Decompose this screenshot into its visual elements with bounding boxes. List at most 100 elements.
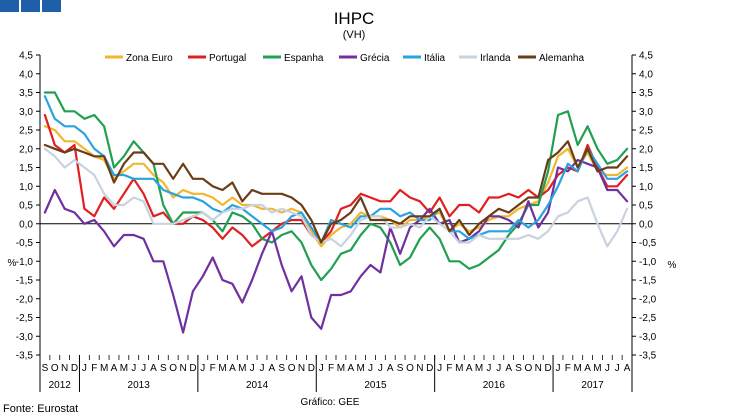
x-tick-label: J (368, 363, 373, 374)
y-tick-label-left: 3,5 (19, 88, 33, 99)
chart-series (43, 91, 629, 334)
x-tick-label: A (505, 363, 512, 374)
year-label: 2013 (128, 380, 151, 391)
x-tick-label: J (615, 363, 620, 374)
legend-label: Zona Euro (126, 53, 173, 64)
year-label: 2012 (49, 380, 72, 391)
y-tick-label-left: -0,5 (16, 238, 34, 249)
y-tick-label-right: 1,0 (639, 182, 653, 193)
x-tick-label: M (218, 363, 226, 374)
y-tick-label-right: -2,5 (639, 313, 657, 324)
legend-label: Itália (424, 53, 446, 64)
x-tick-label: N (416, 363, 423, 374)
x-tick-label: O (169, 363, 177, 374)
y-tick-label-left: 1,5 (19, 163, 33, 174)
chart-axes: -3,5 -3,5 -3,0 -3,0 -2,5 -2,5 -2,0 -2,0 -1,5 -1,5… (16, 51, 657, 392)
decoration-block (42, 0, 61, 12)
chart-title: IHPC (334, 9, 375, 28)
series-line-espanha (43, 91, 629, 282)
x-tick-label: J (141, 363, 146, 374)
y-tick-label-right: 3,0 (639, 107, 653, 118)
x-tick-label: J (556, 363, 561, 374)
y-tick-label-right: -3,0 (639, 332, 657, 343)
x-tick-label: M (593, 363, 601, 374)
x-tick-label: A (111, 363, 118, 374)
x-tick-label: F (565, 363, 571, 374)
x-tick-label: S (278, 363, 285, 374)
legend-label: Portugal (209, 53, 246, 64)
y-tick-label-left: 0,0 (19, 219, 33, 230)
y-tick-label-right: 1,5 (639, 163, 653, 174)
x-tick-label: J (378, 363, 383, 374)
x-tick-label: J (605, 363, 610, 374)
x-tick-label: D (189, 363, 196, 374)
x-tick-label: O (525, 363, 533, 374)
x-tick-label: F (446, 363, 452, 374)
x-tick-label: A (387, 363, 394, 374)
y-tick-label-left: -3,5 (16, 351, 34, 362)
x-tick-label: M (120, 363, 128, 374)
y-tick-label-right: 2,0 (639, 144, 653, 155)
y-tick-label-right: 3,5 (639, 88, 653, 99)
y-tick-label-left: -1,5 (16, 276, 34, 287)
chart-credit: Gráfico: GEE (301, 397, 360, 408)
x-tick-label: S (42, 363, 49, 374)
y-axis-label-left: % (8, 258, 17, 269)
series-line-portugal (43, 113, 629, 248)
x-tick-label: J (319, 363, 324, 374)
x-tick-label: J (496, 363, 501, 374)
x-tick-label: A (466, 363, 473, 374)
year-label: 2017 (581, 380, 604, 391)
y-tick-label-right: -2,0 (639, 294, 657, 305)
legend-label: Alemanha (539, 53, 584, 64)
x-tick-label: N (535, 363, 542, 374)
x-tick-label: N (61, 363, 68, 374)
y-tick-label-right: -1,0 (639, 257, 657, 268)
x-tick-label: A (624, 363, 631, 374)
y-tick-label-right: -0,5 (639, 238, 657, 249)
legend-label: Espanha (284, 53, 324, 64)
x-tick-label: D (545, 363, 552, 374)
y-tick-label-right: -3,5 (639, 351, 657, 362)
x-tick-label: O (288, 363, 296, 374)
series-line-alemanha (43, 140, 629, 244)
y-tick-label-left: -2,5 (16, 313, 34, 324)
chart-subtitle: (VH) (343, 29, 366, 41)
x-tick-label: F (328, 363, 334, 374)
x-tick-label: A (584, 363, 591, 374)
y-tick-label-right: 2,5 (639, 126, 653, 137)
x-tick-label: D (71, 363, 78, 374)
x-tick-label: J (250, 363, 255, 374)
x-tick-label: J (486, 363, 491, 374)
y-tick-label-left: -3,0 (16, 332, 34, 343)
series-line-grecia (43, 158, 629, 334)
x-tick-label: S (160, 363, 167, 374)
x-tick-label: F (91, 363, 97, 374)
x-tick-label: M (356, 363, 364, 374)
chart-source: Fonte: Eurostat (3, 403, 78, 415)
y-tick-label-left: 2,5 (19, 126, 33, 137)
y-tick-label-left: -1,0 (16, 257, 34, 268)
legend-label: Grécia (360, 53, 390, 64)
decoration-block (0, 0, 19, 12)
year-label: 2014 (246, 380, 269, 391)
x-tick-label: J (200, 363, 205, 374)
header-decoration (0, 0, 62, 12)
x-tick-label: J (437, 363, 442, 374)
x-tick-label: M (475, 363, 483, 374)
x-tick-label: N (179, 363, 186, 374)
y-tick-label-left: 1,0 (19, 182, 33, 193)
x-tick-label: M (574, 363, 582, 374)
y-tick-label-left: 4,0 (19, 69, 33, 80)
y-tick-label-left: 2,0 (19, 144, 33, 155)
x-tick-label: J (131, 363, 136, 374)
y-tick-label-left: 3,0 (19, 107, 33, 118)
legend-label: Irlanda (480, 53, 511, 64)
y-tick-label-left: 0,5 (19, 201, 33, 212)
y-tick-label-left: -2,0 (16, 294, 34, 305)
x-tick-label: D (426, 363, 433, 374)
x-tick-label: M (455, 363, 463, 374)
x-tick-label: J (82, 363, 87, 374)
x-tick-label: D (308, 363, 315, 374)
